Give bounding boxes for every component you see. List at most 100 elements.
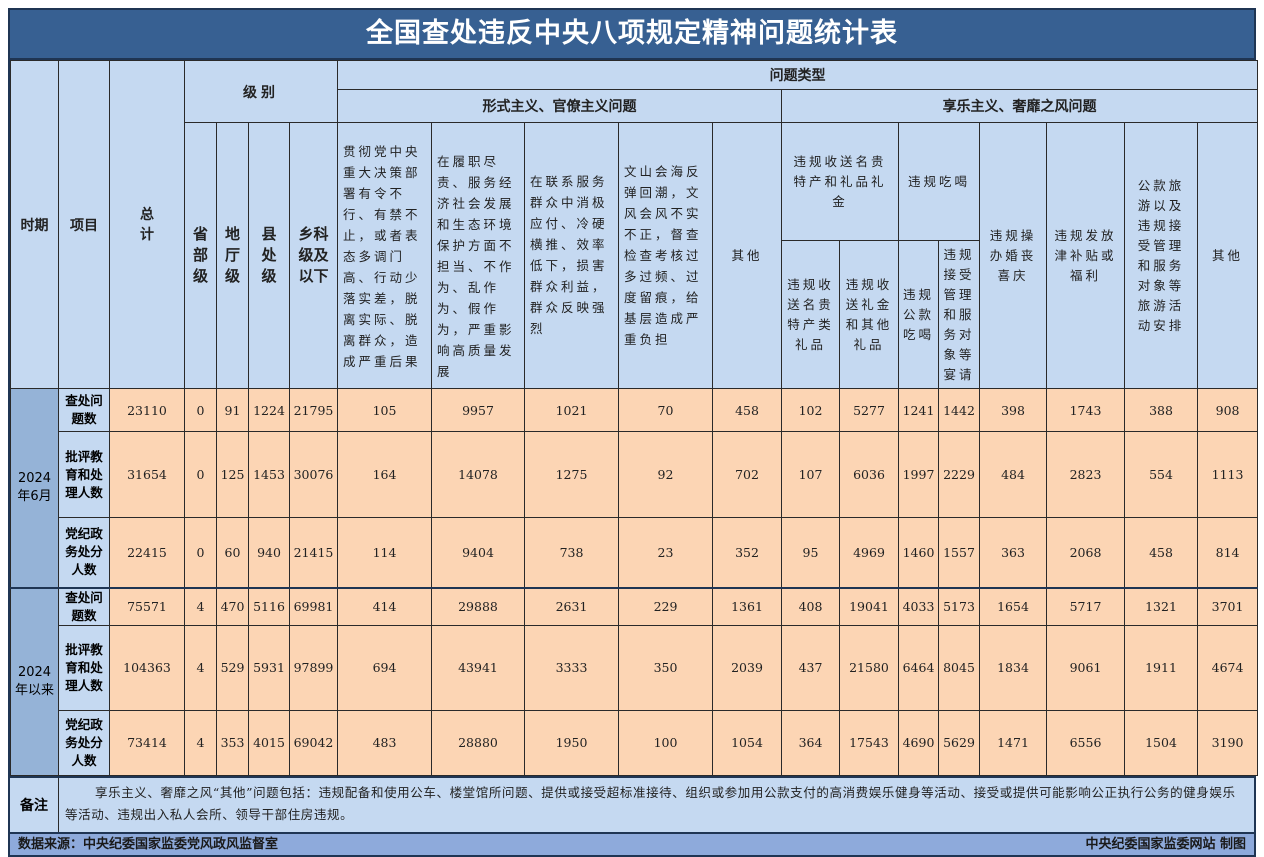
value-cell: 414 xyxy=(337,586,432,626)
value-cell: 1997 xyxy=(898,431,939,518)
value-cell: 6464 xyxy=(898,624,939,711)
value-cell: 69981 xyxy=(289,586,338,626)
value-cell: 350 xyxy=(618,624,713,711)
value-cell: 2039 xyxy=(712,624,782,711)
value-cell: 1834 xyxy=(979,624,1047,711)
header-subsidies: 违规发放津补贴或福利 xyxy=(1046,122,1125,389)
value-cell: 702 xyxy=(712,431,782,518)
value-cell: 75571 xyxy=(109,586,185,626)
value-cell: 43941 xyxy=(431,624,525,711)
value-cell: 2631 xyxy=(524,586,619,626)
value-cell: 0 xyxy=(184,517,217,588)
period-label: 2024年以来 xyxy=(10,586,59,776)
table-row: 批评教育和处理人数 104363 4 529 5931 97899 694 43941 3333… xyxy=(11,624,1259,711)
header-formalism-col-1: 贯彻党中央重大决策部署有令不行、有禁不止，或者表态多调门高、行动少落实差，脱离实… xyxy=(337,122,432,389)
value-cell: 23110 xyxy=(109,388,185,432)
value-cell: 60 xyxy=(216,517,249,588)
table-row: 党纪政务处分人数 22415 0 60 940 21415 114 9404 738 23 352 9… xyxy=(11,517,1259,588)
value-cell: 694 xyxy=(337,624,432,711)
value-cell: 6036 xyxy=(839,431,899,518)
note-text: 享乐主义、奢靡之风“其他”问题包括：违规配备和使用公车、楼堂馆所问题、提供或接受… xyxy=(65,784,1236,822)
value-cell: 1113 xyxy=(1196,431,1259,518)
value-cell: 470 xyxy=(216,586,249,626)
value-cell: 1321 xyxy=(1124,586,1198,626)
value-cell: 1241 xyxy=(898,388,939,432)
header-total: 总计 xyxy=(109,60,185,389)
header-level-prefecture: 地厅级 xyxy=(216,122,249,389)
value-cell: 21415 xyxy=(289,517,338,588)
value-cell: 2823 xyxy=(1046,431,1125,518)
value-cell: 5277 xyxy=(839,388,899,432)
value-cell: 2068 xyxy=(1046,517,1125,588)
value-cell: 3701 xyxy=(1196,586,1259,626)
value-cell: 30076 xyxy=(289,431,338,518)
value-cell: 4033 xyxy=(898,586,939,626)
credit: 中央纪委国家监委网站 制图 xyxy=(1085,836,1246,852)
value-cell: 408 xyxy=(781,586,840,626)
row-item-label: 查处问题数 xyxy=(58,586,110,626)
period-label: 2024年6月 xyxy=(10,388,59,588)
value-cell: 125 xyxy=(216,431,249,518)
value-cell: 5173 xyxy=(938,586,980,626)
value-cell: 91 xyxy=(216,388,249,432)
note-row: 备注 享乐主义、奢靡之风“其他”问题包括：违规配备和使用公车、楼堂馆所问题、提供… xyxy=(10,775,1254,832)
value-cell: 9061 xyxy=(1046,624,1125,711)
value-cell: 437 xyxy=(781,624,840,711)
value-cell: 4969 xyxy=(839,517,899,588)
header-level-township: 乡科级及以下 xyxy=(289,122,338,389)
value-cell: 21580 xyxy=(839,624,899,711)
header-level-province: 省部级 xyxy=(184,122,217,389)
value-cell: 1654 xyxy=(979,586,1047,626)
value-cell: 0 xyxy=(184,388,217,432)
page-title: 全国查处违反中央八项规定精神问题统计表 xyxy=(10,10,1254,60)
value-cell: 19041 xyxy=(839,586,899,626)
value-cell: 4015 xyxy=(248,709,290,776)
row-item-label: 党纪政务处分人数 xyxy=(58,517,110,588)
table-row: 党纪政务处分人数 73414 4 353 4015 69042 483 28880 1950 10… xyxy=(11,709,1259,776)
value-cell: 229 xyxy=(618,586,713,626)
value-cell: 1224 xyxy=(248,388,290,432)
header-gift-group: 违规收送名贵特产和礼品礼金 xyxy=(781,122,899,241)
header-formalism-other: 其他 xyxy=(712,122,782,389)
statistics-table-frame: 全国查处违反中央八项规定精神问题统计表 时期 项目 总计 级别 问题类型 形式主… xyxy=(8,8,1259,857)
value-cell: 4 xyxy=(184,624,217,711)
table-body: 2024年6月 查处问题数 23110 0 91 1224 21795 105 9957 1021… xyxy=(10,388,1259,776)
data-source: 数据来源：中央纪委国家监委党风政风监督室 xyxy=(18,836,279,852)
value-cell: 1743 xyxy=(1046,388,1125,432)
value-cell: 908 xyxy=(1196,388,1259,432)
footer: 数据来源：中央纪委国家监委党风政风监督室 中央纪委国家监委网站 制图 xyxy=(10,831,1254,855)
header-dining-public: 违规公款吃喝 xyxy=(898,240,939,389)
value-cell: 483 xyxy=(337,709,432,776)
value-cell: 1460 xyxy=(898,517,939,588)
value-cell: 21795 xyxy=(289,388,338,432)
value-cell: 1911 xyxy=(1124,624,1198,711)
header-formalism-col-4: 文山会海反弹回潮，文风会风不实不正，督查检查考核过多过频、过度留痕，给基层造成严… xyxy=(618,122,713,389)
value-cell: 100 xyxy=(618,709,713,776)
header-period: 时期 xyxy=(10,60,59,389)
value-cell: 9957 xyxy=(431,388,525,432)
value-cell: 8045 xyxy=(938,624,980,711)
value-cell: 458 xyxy=(712,388,782,432)
value-cell: 1471 xyxy=(979,709,1047,776)
row-item-label: 批评教育和处理人数 xyxy=(58,431,110,518)
value-cell: 3333 xyxy=(524,624,619,711)
header-dining-group: 违规吃喝 xyxy=(898,122,980,241)
value-cell: 353 xyxy=(216,709,249,776)
value-cell: 363 xyxy=(979,517,1047,588)
value-cell: 29888 xyxy=(431,586,525,626)
value-cell: 95 xyxy=(781,517,840,588)
value-cell: 398 xyxy=(979,388,1047,432)
value-cell: 31654 xyxy=(109,431,185,518)
value-cell: 352 xyxy=(712,517,782,588)
value-cell: 1275 xyxy=(524,431,619,518)
header-level-county: 县处级 xyxy=(248,122,290,389)
value-cell: 104363 xyxy=(109,624,185,711)
value-cell: 1453 xyxy=(248,431,290,518)
value-cell: 364 xyxy=(781,709,840,776)
header-formalism-col-3: 在联系服务群众中消极应付、冷硬横推、效率低下，损害群众利益，群众反映强烈 xyxy=(524,122,619,389)
header-wedding-funeral: 违规操办婚丧喜庆 xyxy=(979,122,1047,389)
value-cell: 1361 xyxy=(712,586,782,626)
value-cell: 164 xyxy=(337,431,432,518)
value-cell: 5116 xyxy=(248,586,290,626)
note-label: 备注 xyxy=(10,777,59,832)
